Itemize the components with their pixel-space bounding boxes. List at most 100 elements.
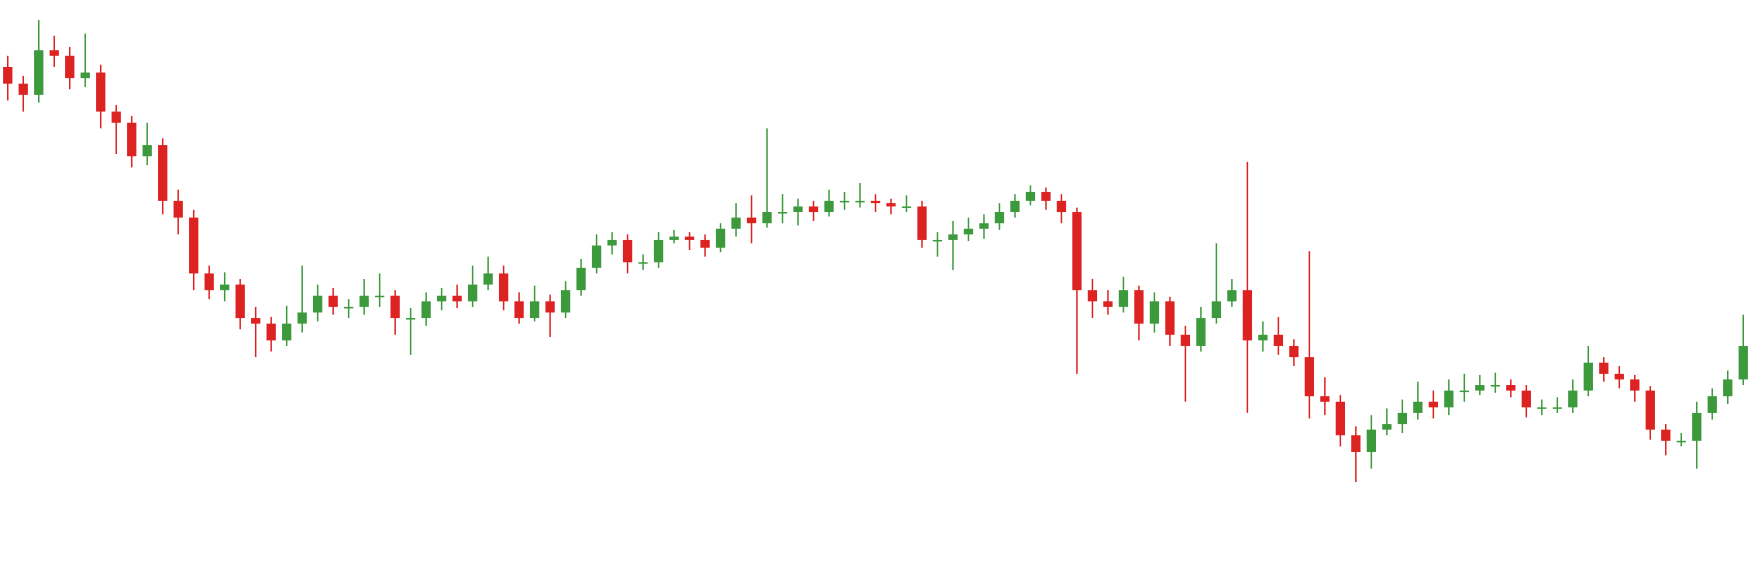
candle-body xyxy=(793,206,803,213)
candle-body xyxy=(3,66,13,84)
candle-body xyxy=(870,200,881,204)
candle-body xyxy=(1459,390,1469,393)
candle-body xyxy=(638,262,648,264)
candle-body xyxy=(1335,401,1346,436)
candle-body xyxy=(1382,424,1392,430)
candle-body xyxy=(1180,334,1191,346)
candle-body xyxy=(839,200,850,203)
candle-body xyxy=(1056,200,1067,213)
candle-body xyxy=(901,206,912,208)
candle-body xyxy=(1258,334,1268,341)
candle-body xyxy=(1366,429,1377,452)
candle-body xyxy=(1630,379,1640,391)
candle-body xyxy=(886,203,896,207)
candle-body xyxy=(1738,345,1748,380)
candle-body xyxy=(80,72,90,79)
candle-body xyxy=(948,234,958,240)
candle-body xyxy=(1692,412,1702,441)
candle-body xyxy=(1273,334,1284,346)
candle-body xyxy=(452,295,462,302)
candle-body xyxy=(1041,191,1051,201)
candle-body xyxy=(96,72,106,112)
candle-body xyxy=(607,239,617,246)
candle-body xyxy=(328,295,338,307)
candle-body xyxy=(235,284,245,319)
candle-body xyxy=(1289,345,1299,358)
candle-body xyxy=(1320,396,1330,402)
candle-body xyxy=(467,284,478,302)
candle-body xyxy=(1413,401,1423,413)
candle-body xyxy=(545,301,555,313)
candle-body xyxy=(669,236,679,240)
candle-body xyxy=(777,212,788,214)
candle-body xyxy=(808,206,819,213)
candle-body xyxy=(1490,385,1500,387)
candle-body xyxy=(1568,390,1578,408)
candle-body xyxy=(220,284,230,291)
candle-body xyxy=(282,323,292,341)
candle-body xyxy=(1645,390,1655,430)
candle-body xyxy=(127,122,137,157)
candle-body xyxy=(1614,373,1624,380)
candle-body xyxy=(204,273,214,291)
candle-body xyxy=(1723,379,1733,397)
candle-body xyxy=(1304,357,1315,397)
candle-body xyxy=(49,50,59,56)
candle-body xyxy=(390,295,400,319)
candle-body xyxy=(731,217,741,229)
candle-body xyxy=(1661,429,1671,441)
candle-body xyxy=(1196,318,1206,346)
candle-body xyxy=(405,318,416,320)
candle-body xyxy=(1552,407,1562,409)
candle-body xyxy=(18,83,28,95)
candle-body xyxy=(1010,200,1020,213)
candle-body xyxy=(1444,390,1454,408)
candle-body xyxy=(746,217,757,224)
candle-body xyxy=(1537,407,1547,409)
candle-body xyxy=(1118,290,1129,307)
candle-body xyxy=(1087,290,1098,302)
candle-body xyxy=(374,295,385,298)
candle-body xyxy=(762,212,772,224)
candle-body xyxy=(344,306,354,309)
candle-body xyxy=(1103,301,1113,307)
candle-body xyxy=(979,223,989,229)
candle-body xyxy=(158,145,168,201)
candle-body xyxy=(498,273,509,302)
candle-body xyxy=(1351,435,1361,452)
candle-body xyxy=(1475,385,1485,391)
candle-body xyxy=(1072,212,1082,291)
candle-body xyxy=(715,228,726,248)
candle-body xyxy=(173,200,183,218)
candle-body xyxy=(917,206,927,240)
candle-body xyxy=(824,200,834,213)
candle-body xyxy=(1521,390,1531,408)
candle-body xyxy=(313,295,323,313)
candle-body xyxy=(34,50,44,95)
candle-body xyxy=(1599,362,1609,374)
candle-body xyxy=(1676,440,1686,443)
candle-body xyxy=(1227,290,1237,302)
candle-body xyxy=(963,228,974,235)
candle-body xyxy=(65,55,75,79)
candle-body xyxy=(560,290,571,313)
candle-body xyxy=(111,111,121,123)
candle-body xyxy=(1025,191,1036,201)
candle-body xyxy=(529,301,540,319)
candle-body xyxy=(436,295,447,302)
candle-body xyxy=(1506,385,1516,391)
candle-body xyxy=(251,318,261,324)
candle-body xyxy=(1707,396,1717,413)
candle-body xyxy=(855,200,865,203)
candle-body xyxy=(622,239,633,263)
candle-body xyxy=(266,323,276,341)
candle-body xyxy=(700,239,710,248)
candle-body xyxy=(1428,401,1438,408)
candle-body xyxy=(591,245,602,268)
candle-body xyxy=(297,312,307,324)
candle-body xyxy=(1134,290,1144,324)
candle-body xyxy=(483,273,493,285)
candle-body xyxy=(189,217,199,274)
candle-body xyxy=(1397,412,1407,425)
